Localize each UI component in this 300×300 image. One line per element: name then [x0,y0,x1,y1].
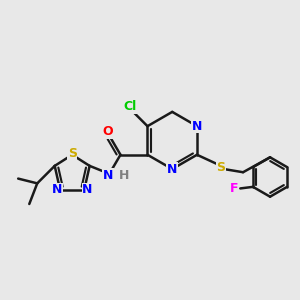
Text: N: N [167,163,177,176]
Text: F: F [230,182,239,195]
Text: S: S [68,147,77,160]
Text: Cl: Cl [123,100,136,113]
Text: H: H [118,169,129,182]
Text: N: N [192,120,202,133]
Text: O: O [103,125,113,138]
Text: S: S [216,161,225,174]
Text: N: N [52,183,62,196]
Text: N: N [82,183,93,196]
Text: N: N [103,169,113,182]
